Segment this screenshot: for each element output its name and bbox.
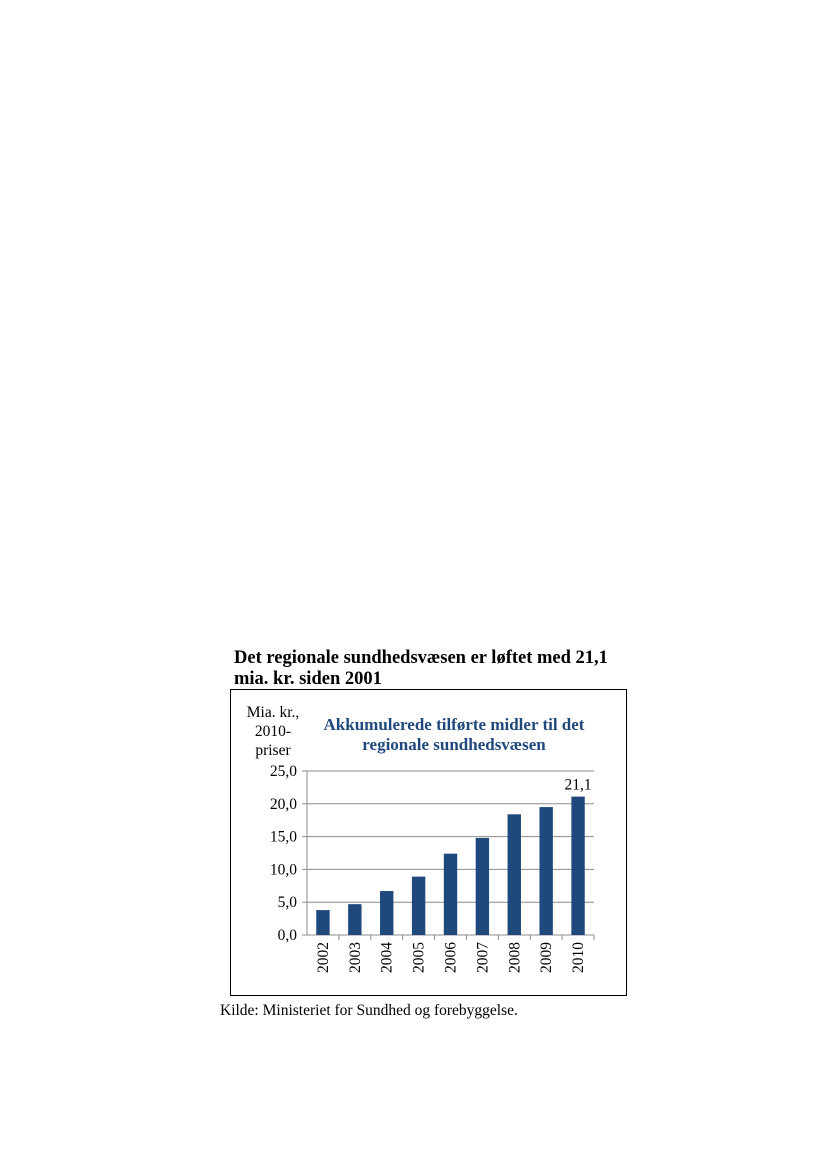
y-tick-label: 5,0 [278, 894, 298, 911]
y-tick-label: 10,0 [270, 861, 297, 878]
y-axis-label-line: priser [255, 742, 291, 759]
y-tick-label: 25,0 [270, 763, 297, 780]
bar-2008 [507, 814, 521, 935]
x-tick-label: 2008 [506, 942, 523, 973]
x-tick-label: 2002 [315, 942, 332, 973]
figure-heading: Det regionale sundhedsvæsen er løftet me… [234, 648, 634, 690]
x-tick-label: 2009 [538, 942, 555, 973]
bar-chart: Mia. kr., 2010- priser Akkumulerede tilført… [247, 704, 595, 973]
x-tick-label: 2005 [411, 942, 428, 973]
bar-2005 [411, 876, 426, 935]
chart-title: Akkumulerede tilførte midler til det regi… [324, 715, 585, 754]
data-label: 21,1 [564, 777, 591, 794]
bar-2003 [348, 904, 362, 935]
x-tick-label: 2007 [474, 942, 491, 973]
y-axis-label-line: 2010- [255, 723, 291, 740]
chart-title-line: Akkumulerede tilførte midler til det [324, 715, 585, 734]
x-tick-label: 2010 [570, 942, 587, 973]
bar-2007 [475, 837, 490, 935]
y-tick-label: 15,0 [270, 829, 297, 846]
chart-title-line: regionale sundhedsvæsen [362, 735, 546, 754]
source-note: Kilde: Ministeriet for Sundhed og foreby… [220, 1002, 518, 1019]
bar-2009 [539, 807, 553, 935]
bar-2002 [316, 910, 330, 935]
bar-2010 [571, 796, 585, 935]
y-tick-label: 20,0 [270, 796, 297, 813]
figure-heading-line-2: mia. kr. siden 2001 [234, 669, 382, 689]
bar-2004 [380, 891, 394, 935]
chart-frame: Mia. kr., 2010- priser Akkumulerede tilført… [230, 689, 627, 996]
figure-heading-line-1: Det regionale sundhedsvæsen er løftet me… [234, 648, 608, 668]
y-axis-label-line: Mia. kr., [247, 704, 300, 721]
x-tick-label: 2006 [443, 942, 460, 973]
bar-2006 [443, 853, 458, 935]
y-axis-label: Mia. kr., 2010- priser [247, 704, 300, 759]
x-tick-label: 2004 [379, 942, 396, 973]
x-tick-label: 2003 [347, 942, 364, 973]
y-tick-label: 0,0 [278, 927, 298, 944]
